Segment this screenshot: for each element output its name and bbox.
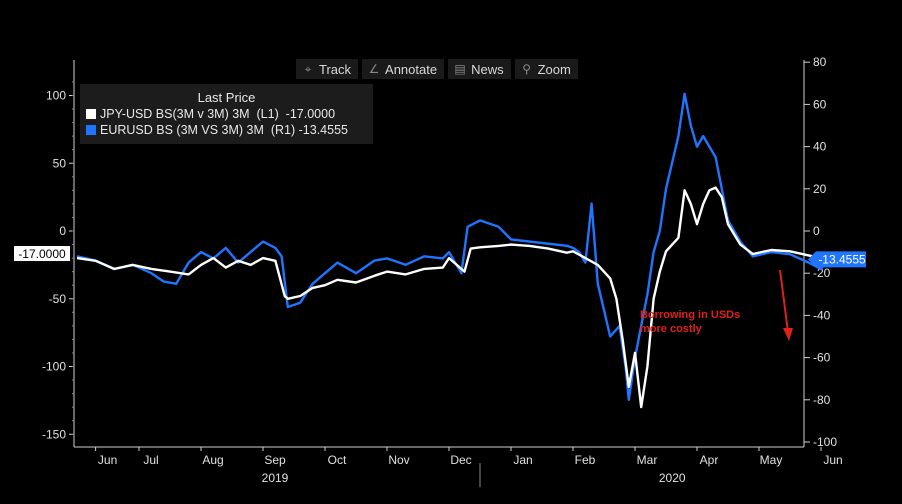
- pencil-icon: ∠: [368, 62, 380, 76]
- right-tick-label: 80: [813, 55, 827, 69]
- right-axis: 80 60 40 20 0 -20 -40 -60 -80 -100: [804, 55, 837, 449]
- right-tick-label: 40: [813, 140, 827, 154]
- right-tick-label: -80: [813, 393, 831, 407]
- legend-label-jpyusd: JPY-USD BS(3M v 3M) 3M (L1) -17.0000: [100, 107, 336, 121]
- last-value-right: -13.4555: [818, 252, 866, 266]
- right-tick-label: -100: [813, 435, 837, 449]
- legend-title: Last Price: [197, 90, 256, 105]
- right-tick-label: -60: [813, 351, 831, 365]
- last-value-left: -17.0000: [18, 247, 66, 261]
- toolbar-label: Zoom: [537, 61, 571, 77]
- left-tick-label: 100: [46, 89, 66, 103]
- crosshair-icon: ⌖: [304, 61, 312, 76]
- x-tick-label: Jun: [823, 453, 842, 467]
- x-tick-label: May: [760, 453, 783, 467]
- right-tick-label: -20: [813, 266, 831, 280]
- toolbar-track-button[interactable]: ⌖ Track: [296, 59, 359, 79]
- left-tick-label: -100: [42, 360, 66, 374]
- magnifier-icon: ⚲: [522, 62, 531, 76]
- series-layer: [76, 92, 844, 409]
- toolbar-zoom-button[interactable]: ⚲ Zoom: [514, 59, 578, 79]
- year-label: 2019: [262, 471, 289, 485]
- left-tick-label: -50: [49, 292, 67, 306]
- right-tick-label: 60: [813, 97, 827, 111]
- right-tick-label: 20: [813, 182, 827, 196]
- news-icon: ▤: [454, 62, 466, 76]
- x-tick-label: Sep: [264, 453, 286, 467]
- toolbar-label: News: [471, 61, 504, 77]
- x-axis: Jun Jul Aug Sep Oct Nov Dec Jan Feb Mar Apr May Jun 2…: [95, 447, 843, 487]
- left-tick-label: 50: [53, 156, 67, 170]
- x-tick-label: Jun: [98, 453, 117, 467]
- x-tick-label: Dec: [450, 453, 471, 467]
- last-value-badge-left: [14, 246, 70, 262]
- left-axis: 100 50 0 -50 -100 -150: [42, 81, 74, 441]
- last-value-labels: -17.0000 -13.4555: [14, 246, 866, 268]
- toolbar-news-button[interactable]: ▤ News: [448, 59, 511, 79]
- legend-entry-eurusd: EURUSD BS (3M VS 3M) 3M (R1) -13.4555: [86, 123, 373, 137]
- toolbar-annotate-button[interactable]: ∠ Annotate: [362, 59, 445, 79]
- year-label: 2020: [659, 471, 686, 485]
- left-tick-label: 0: [59, 224, 66, 238]
- x-tick-label: Feb: [575, 453, 596, 467]
- left-tick-label: -150: [42, 427, 66, 441]
- right-tick-label: 0: [813, 224, 820, 238]
- legend-label-eurusd: EURUSD BS (3M VS 3M) 3M (R1) -13.4555: [100, 123, 348, 137]
- last-value-badge-right: [808, 251, 866, 268]
- legend-entry-jpyusd: JPY-USD BS(3M v 3M) 3M (L1) -17.0000: [86, 107, 373, 121]
- toolbar-label: Annotate: [385, 61, 438, 77]
- x-tick-label: Jan: [513, 453, 532, 467]
- toolbar-label: Track: [319, 61, 352, 77]
- x-tick-label: Oct: [328, 453, 347, 467]
- arrow-head-icon: [783, 328, 793, 341]
- right-tick-label: -40: [813, 308, 831, 322]
- annotation: Borrowing in USDs more costly: [640, 269, 793, 341]
- x-tick-label: Apr: [700, 453, 719, 467]
- legend: Last Price JPY-USD BS(3M v 3M) 3M (L1) -…: [80, 84, 373, 144]
- x-tick-label: Jul: [143, 453, 158, 467]
- chart-toolbar: ⌖ Track ∠ Annotate ▤ News ⚲ Zoom: [296, 59, 578, 79]
- series-line-jpyusd: [76, 186, 844, 409]
- annotation-arrow: [779, 269, 789, 333]
- x-tick-label: Mar: [637, 453, 658, 467]
- x-tick-label: Aug: [202, 453, 223, 467]
- x-tick-label: Nov: [388, 453, 409, 467]
- legend-swatch-jpyusd: [86, 109, 96, 119]
- legend-swatch-eurusd: [86, 125, 96, 135]
- annotation-text-line1: Borrowing in USDs: [640, 309, 740, 321]
- annotation-text-line2: more costly: [640, 323, 703, 335]
